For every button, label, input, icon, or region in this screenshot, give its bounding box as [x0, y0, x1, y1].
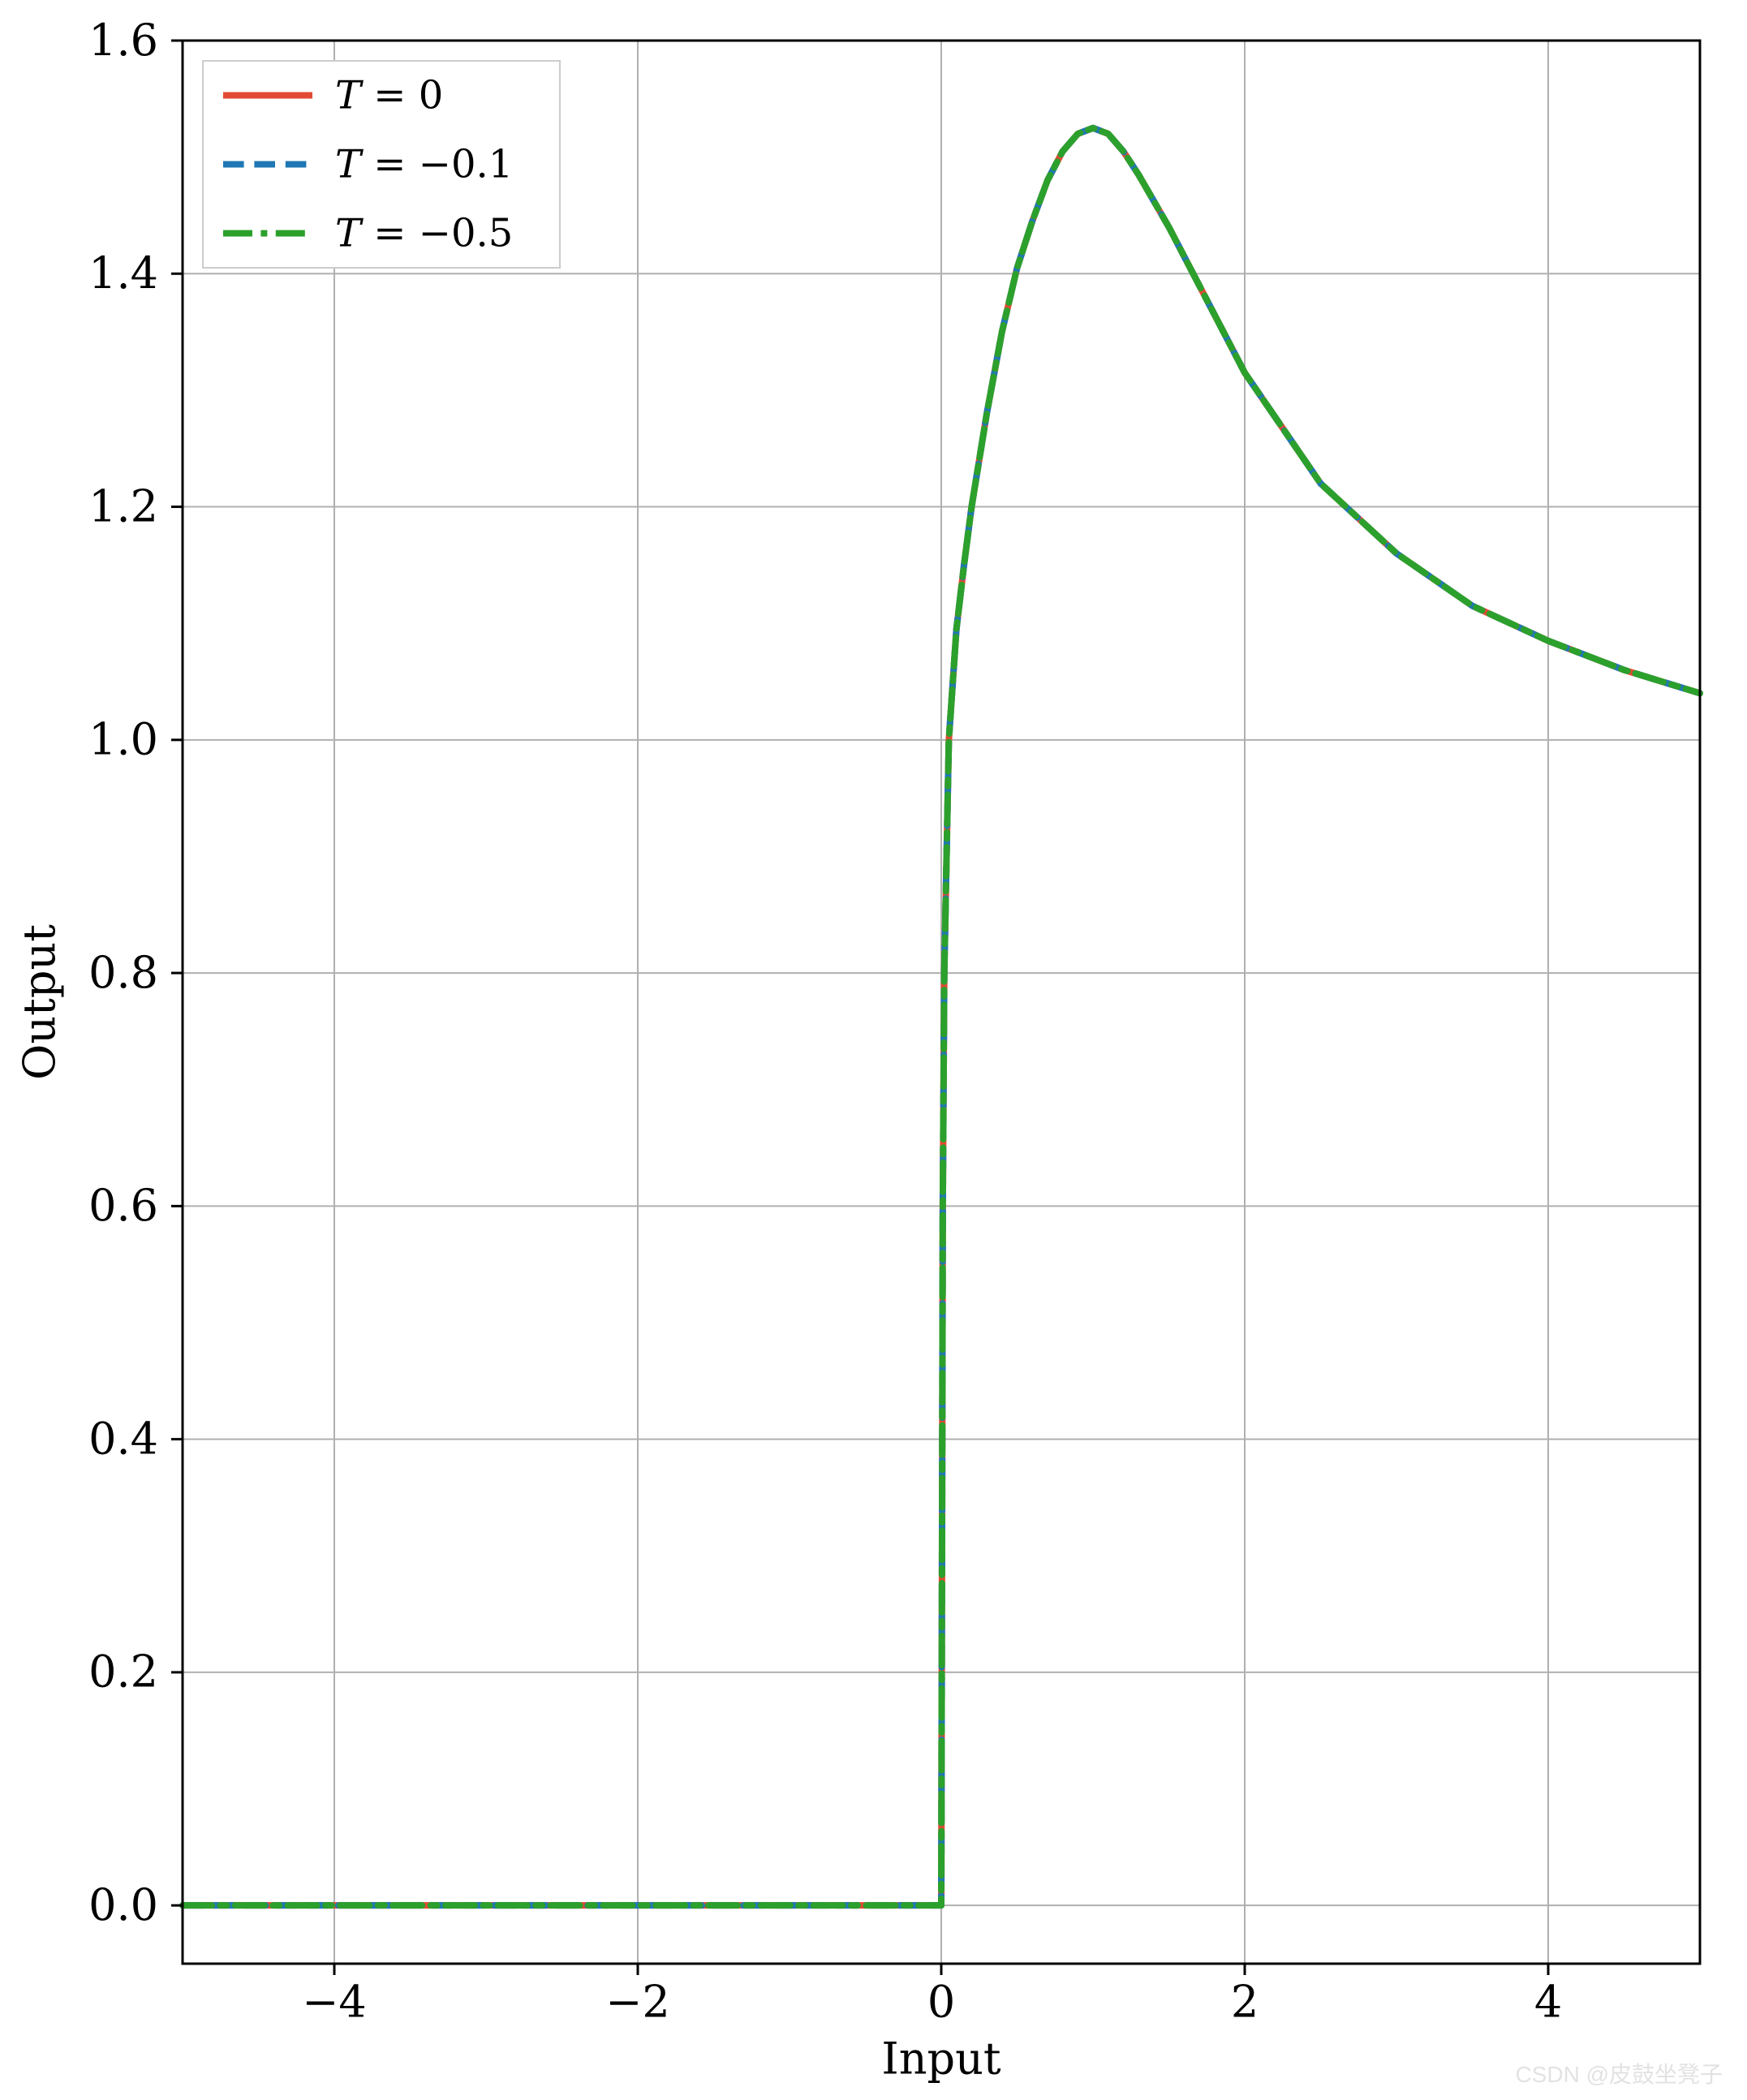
legend: T = 0 T = −0.1 T = −0.5: [203, 61, 560, 268]
x-tick-label: 0: [927, 1976, 955, 2027]
y-tick-label: 0.0: [88, 1879, 158, 1930]
y-tick-label: 0.2: [88, 1646, 158, 1698]
y-tick-label: 1.4: [88, 247, 158, 299]
y-tick-label: 0.4: [88, 1413, 158, 1464]
y-tick-label: 1.2: [88, 480, 158, 531]
chart-background: [0, 0, 1747, 2100]
x-tick-label: 4: [1534, 1976, 1562, 2027]
legend-label: T = −0.1: [335, 141, 513, 187]
watermark: CSDN @皮鼓坐凳子: [1515, 2062, 1723, 2087]
y-tick-label: 0.6: [88, 1180, 158, 1231]
y-tick-label: 1.6: [88, 15, 158, 66]
x-tick-label: −2: [605, 1976, 670, 2027]
line-chart: −4 −2 0 2 4 0.0 0.2 0.4 0.6 0.8 1.0 1.2 1.4 1.6 Input O…: [0, 0, 1747, 2100]
legend-label: T = −0.5: [335, 210, 513, 256]
chart-container: −4 −2 0 2 4 0.0 0.2 0.4 0.6 0.8 1.0 1.2 1.4 1.6 Input O…: [0, 0, 1747, 2100]
x-tick-label: 2: [1231, 1976, 1259, 2027]
x-axis-label: Input: [881, 2033, 1000, 2085]
x-tick-label: −4: [302, 1976, 367, 2027]
legend-label: T = 0: [335, 72, 443, 118]
y-tick-label: 0.8: [88, 947, 158, 998]
y-axis-label: Output: [14, 924, 65, 1080]
y-tick-label: 1.0: [88, 714, 158, 765]
